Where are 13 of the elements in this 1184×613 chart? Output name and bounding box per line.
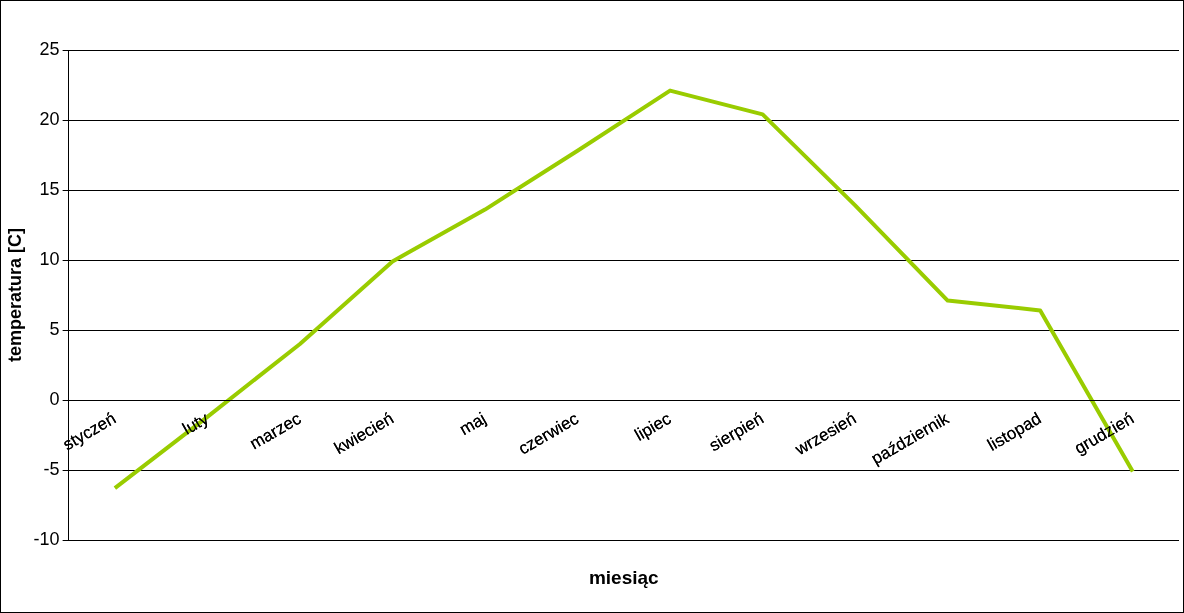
x-axis-title: miesiąc: [588, 567, 660, 589]
y-axis-title: temperatura [C]: [4, 227, 25, 363]
x-tick-label: luty: [179, 408, 213, 439]
y-tick-label: 10: [39, 248, 60, 269]
y-tick-label: 5: [49, 318, 60, 339]
y-tick-label: 0: [49, 388, 60, 409]
x-tick-label: lipiec: [631, 408, 675, 445]
y-tick-label: -10: [33, 528, 60, 549]
y-tick-label: -5: [43, 458, 60, 479]
y-tick-label: 15: [39, 178, 60, 199]
y-tick-label: 25: [39, 38, 60, 59]
y-tick-label: 20: [39, 108, 60, 129]
x-tick-label: maj: [456, 408, 490, 440]
